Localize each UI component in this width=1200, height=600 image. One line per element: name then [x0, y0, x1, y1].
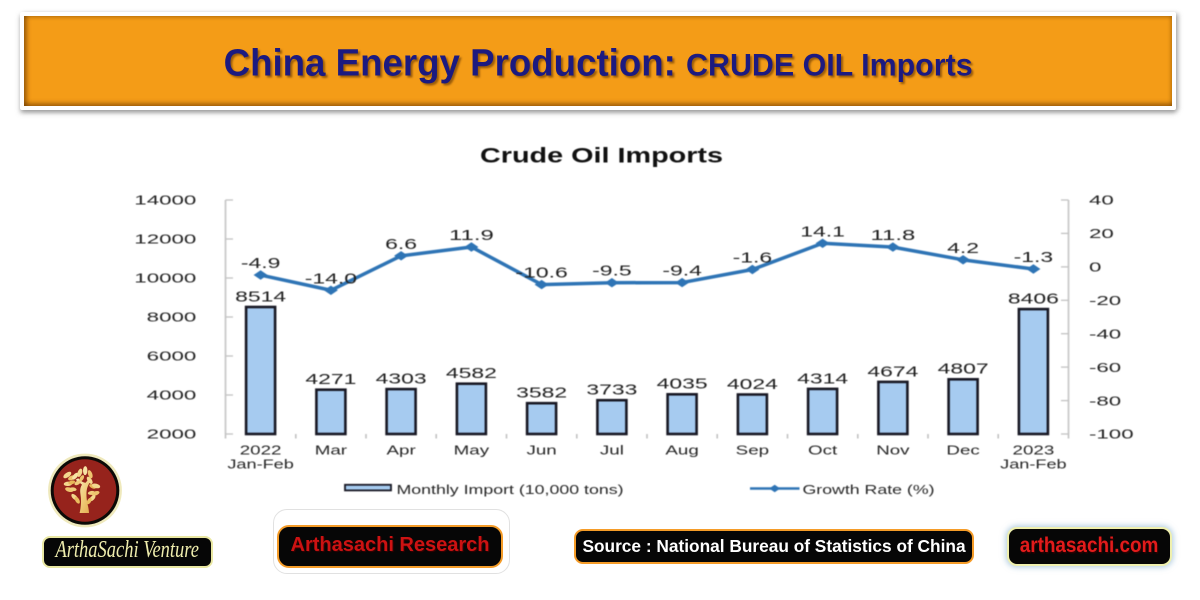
- svg-text:4035: 4035: [657, 376, 708, 393]
- svg-text:11.9: 11.9: [449, 227, 494, 244]
- svg-text:-40: -40: [1089, 326, 1121, 341]
- svg-text:0: 0: [1089, 260, 1101, 275]
- svg-text:8406: 8406: [1008, 291, 1059, 308]
- svg-text:-9.5: -9.5: [592, 263, 632, 280]
- svg-text:20: 20: [1089, 226, 1114, 241]
- svg-text:4303: 4303: [376, 371, 427, 388]
- svg-text:12000: 12000: [134, 232, 196, 247]
- svg-text:-1.6: -1.6: [733, 250, 773, 267]
- svg-text:-4.9: -4.9: [241, 255, 281, 272]
- svg-text:4674: 4674: [867, 363, 918, 380]
- svg-text:-100: -100: [1089, 427, 1134, 442]
- svg-text:-60: -60: [1089, 360, 1121, 375]
- svg-text:-14.0: -14.0: [305, 270, 357, 287]
- svg-text:6000: 6000: [147, 349, 197, 364]
- svg-text:Jan-Feb: Jan-Feb: [1000, 458, 1067, 472]
- svg-text:-80: -80: [1089, 393, 1121, 408]
- svg-text:Jan-Feb: Jan-Feb: [227, 458, 294, 472]
- svg-text:4314: 4314: [797, 370, 848, 387]
- svg-text:4.2: 4.2: [947, 240, 979, 257]
- svg-text:Aug: Aug: [665, 444, 698, 458]
- svg-text:14000: 14000: [134, 193, 196, 208]
- svg-text:May: May: [454, 444, 491, 458]
- svg-text:Jun: Jun: [527, 444, 557, 458]
- svg-text:2023: 2023: [1013, 444, 1055, 458]
- svg-text:2000: 2000: [147, 427, 197, 442]
- svg-text:4000: 4000: [147, 388, 197, 403]
- svg-text:4024: 4024: [727, 376, 778, 393]
- svg-text:8000: 8000: [147, 310, 197, 325]
- svg-text:-10.6: -10.6: [515, 265, 567, 282]
- svg-text:6.6: 6.6: [385, 236, 417, 253]
- svg-text:Nov: Nov: [876, 444, 910, 458]
- svg-text:8514: 8514: [235, 288, 286, 305]
- svg-text:Sep: Sep: [736, 444, 769, 458]
- svg-text:Apr: Apr: [387, 444, 416, 458]
- svg-text:11.8: 11.8: [871, 227, 916, 244]
- svg-text:Jul: Jul: [600, 444, 624, 458]
- svg-text:10000: 10000: [134, 271, 196, 286]
- svg-text:Dec: Dec: [946, 444, 979, 458]
- svg-text:14.1: 14.1: [800, 223, 845, 240]
- svg-text:Oct: Oct: [808, 444, 838, 458]
- svg-text:4807: 4807: [938, 361, 989, 378]
- svg-text:Monthly Import (10,000 tons): Monthly Import (10,000 tons): [397, 483, 624, 497]
- svg-text:4271: 4271: [305, 371, 356, 388]
- svg-text:2022: 2022: [240, 444, 282, 458]
- svg-text:Growth Rate (%): Growth Rate (%): [803, 483, 935, 497]
- svg-text:-9.4: -9.4: [662, 263, 702, 280]
- svg-text:3733: 3733: [586, 382, 637, 399]
- svg-text:-20: -20: [1089, 293, 1121, 308]
- svg-text:Crude Oil Imports: Crude Oil Imports: [480, 144, 723, 168]
- svg-text:3582: 3582: [516, 385, 567, 402]
- svg-text:Mar: Mar: [315, 444, 347, 458]
- svg-text:40: 40: [1089, 193, 1114, 208]
- svg-text:4582: 4582: [446, 365, 497, 382]
- svg-text:-1.3: -1.3: [1014, 249, 1054, 266]
